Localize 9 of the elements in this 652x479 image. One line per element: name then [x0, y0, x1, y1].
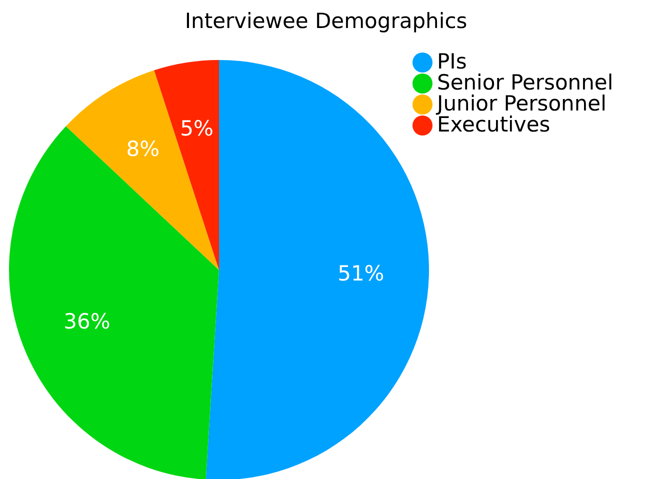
data-label: 8% — [126, 137, 160, 162]
data-label: 51% — [338, 261, 384, 286]
legend-label: PIs — [437, 50, 467, 74]
data-label: 5% — [180, 116, 214, 141]
pie-slice — [66, 70, 219, 270]
legend-label: Senior Personnel — [437, 70, 614, 94]
chart-title: Interviewee Demographics — [184, 9, 468, 33]
data-label: 36% — [64, 309, 110, 334]
legend-label: Junior Personnel — [435, 92, 606, 116]
